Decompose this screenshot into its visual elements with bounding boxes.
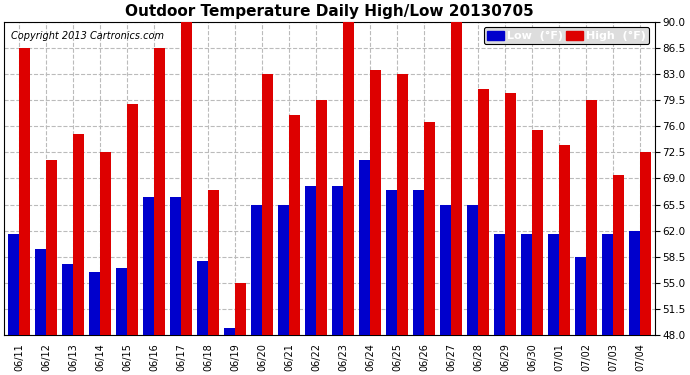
Bar: [370, 70, 382, 375]
Bar: [46, 160, 57, 375]
Bar: [532, 130, 544, 375]
Bar: [602, 234, 613, 375]
Bar: [181, 22, 193, 375]
Bar: [61, 264, 73, 375]
Bar: [89, 272, 100, 375]
Title: Outdoor Temperature Daily High/Low 20130705: Outdoor Temperature Daily High/Low 20130…: [125, 4, 534, 19]
Bar: [466, 205, 478, 375]
Bar: [359, 160, 370, 375]
Bar: [8, 234, 19, 375]
Bar: [575, 257, 586, 375]
Bar: [316, 100, 327, 375]
Bar: [413, 190, 424, 375]
Text: Copyright 2013 Cartronics.com: Copyright 2013 Cartronics.com: [10, 31, 164, 41]
Bar: [613, 175, 624, 375]
Bar: [289, 115, 300, 375]
Bar: [208, 190, 219, 375]
Bar: [521, 234, 532, 375]
Bar: [494, 234, 505, 375]
Bar: [262, 74, 273, 375]
Bar: [640, 152, 651, 375]
Bar: [197, 261, 208, 375]
Bar: [440, 205, 451, 375]
Legend: Low  (°F), High  (°F): Low (°F), High (°F): [484, 27, 649, 44]
Bar: [143, 197, 154, 375]
Bar: [451, 18, 462, 375]
Bar: [170, 197, 181, 375]
Bar: [343, 22, 355, 375]
Bar: [332, 186, 343, 375]
Bar: [73, 134, 84, 375]
Bar: [19, 48, 30, 375]
Bar: [424, 123, 435, 375]
Bar: [34, 249, 46, 375]
Bar: [505, 93, 516, 375]
Bar: [559, 145, 571, 375]
Bar: [629, 231, 640, 375]
Bar: [116, 268, 127, 375]
Bar: [478, 89, 489, 375]
Bar: [127, 104, 139, 375]
Bar: [548, 234, 559, 375]
Bar: [397, 74, 408, 375]
Bar: [386, 190, 397, 375]
Bar: [235, 283, 246, 375]
Bar: [277, 205, 289, 375]
Bar: [250, 205, 262, 375]
Bar: [305, 186, 316, 375]
Bar: [224, 328, 235, 375]
Bar: [154, 48, 166, 375]
Bar: [100, 152, 111, 375]
Bar: [586, 100, 598, 375]
